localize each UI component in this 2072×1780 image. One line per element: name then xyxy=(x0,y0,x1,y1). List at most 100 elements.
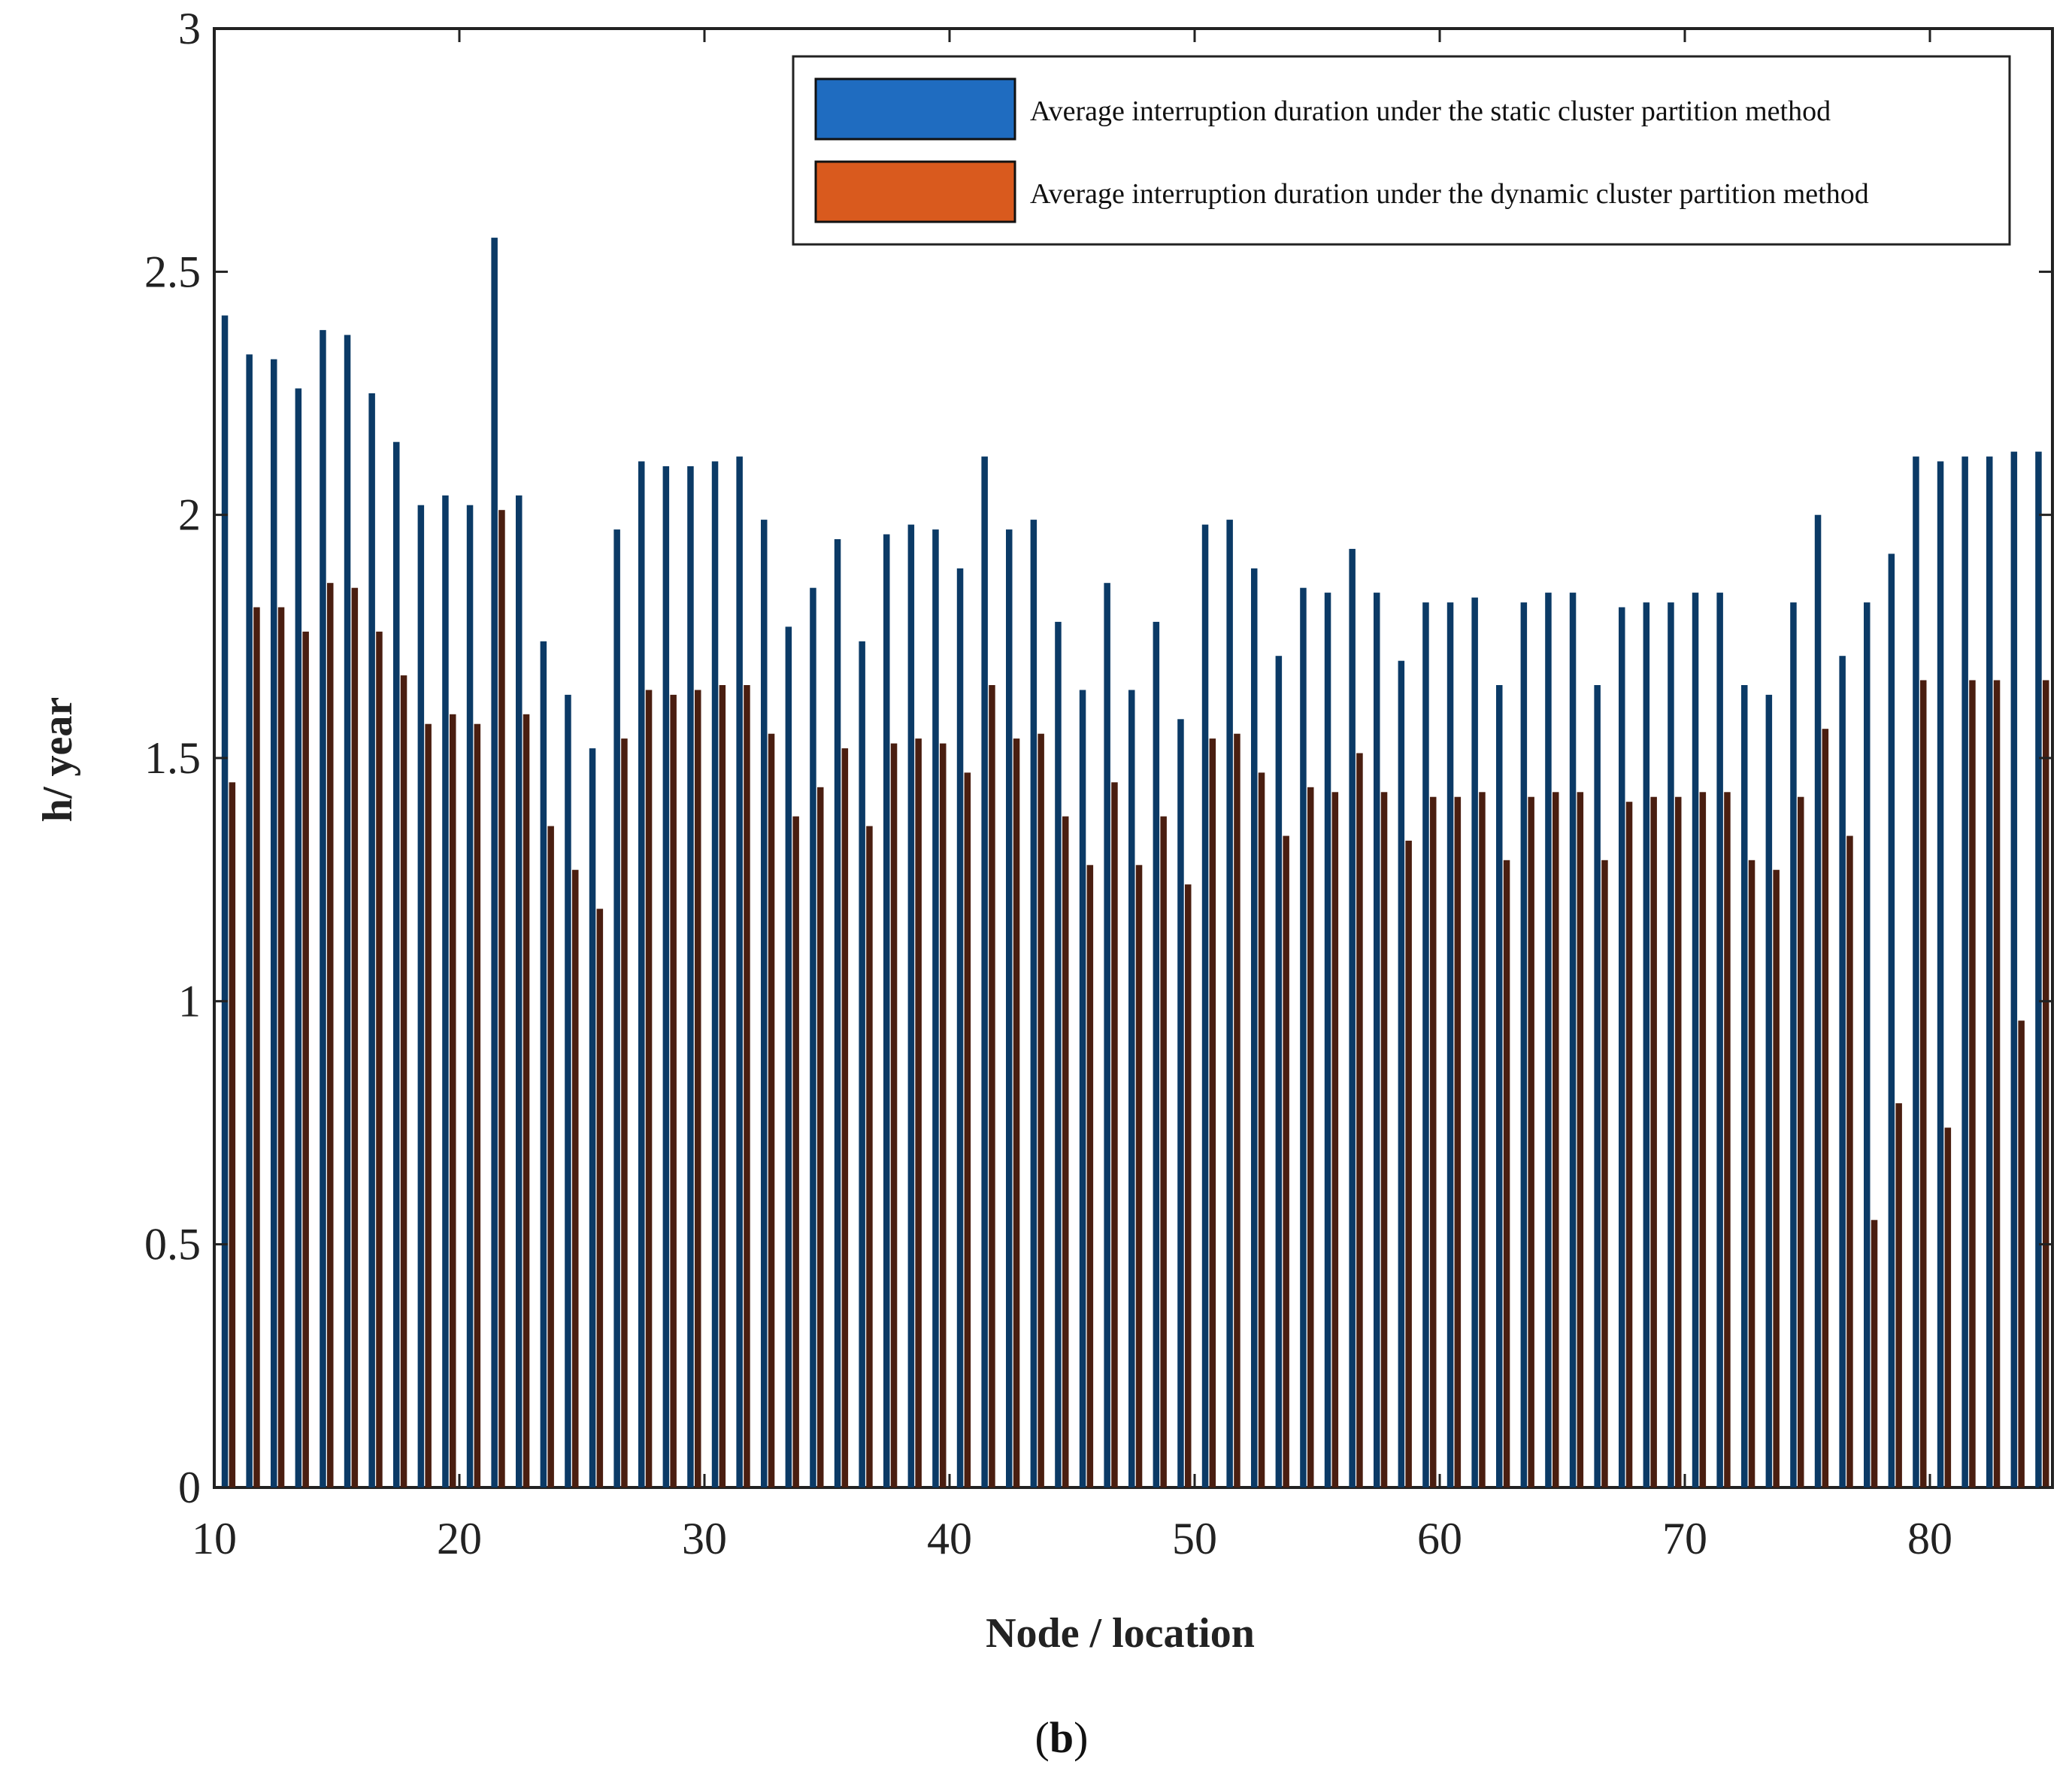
bar-dynamic-node-60 xyxy=(1430,796,1437,1487)
bar-static-node-33 xyxy=(761,520,768,1487)
bar-dynamic-node-31 xyxy=(719,685,726,1487)
y-tick-label: 0.5 xyxy=(144,1220,201,1269)
y-axis-label: h/ year xyxy=(35,697,81,822)
bar-static-node-35 xyxy=(810,587,816,1488)
bar-static-node-12 xyxy=(246,354,253,1487)
bar-static-node-20 xyxy=(442,495,449,1487)
bar-static-node-53 xyxy=(1251,568,1258,1487)
legend-swatch-static xyxy=(814,77,1016,141)
bar-static-node-42 xyxy=(981,456,988,1487)
bar-dynamic-node-20 xyxy=(450,714,456,1487)
bar-dynamic-node-18 xyxy=(400,675,407,1487)
bar-dynamic-node-17 xyxy=(376,631,383,1487)
bar-dynamic-node-64 xyxy=(1528,796,1534,1487)
bar-static-node-79 xyxy=(1888,553,1895,1487)
x-tick-label: 30 xyxy=(682,1514,727,1563)
bar-dynamic-node-72 xyxy=(1724,792,1731,1487)
y-tick-label: 0 xyxy=(178,1463,201,1512)
x-axis-label: Node / location xyxy=(986,1610,1255,1657)
bar-dynamic-node-44 xyxy=(1038,733,1044,1487)
bar-dynamic-node-26 xyxy=(596,908,604,1487)
bar-static-node-43 xyxy=(1006,529,1013,1487)
bar-static-node-18 xyxy=(393,441,400,1488)
bar-static-node-19 xyxy=(417,505,425,1488)
bar-dynamic-node-85 xyxy=(2043,680,2049,1487)
bar-static-node-77 xyxy=(1839,656,1846,1488)
bar-dynamic-node-25 xyxy=(572,869,579,1487)
x-tick-label: 70 xyxy=(1662,1514,1707,1563)
bar-dynamic-node-28 xyxy=(645,690,653,1487)
bar-static-node-68 xyxy=(1619,607,1625,1487)
bar-static-node-41 xyxy=(956,568,964,1487)
bar-dynamic-node-16 xyxy=(351,587,359,1488)
bar-static-node-84 xyxy=(2010,451,2018,1487)
bar-static-node-57 xyxy=(1349,548,1356,1487)
bar-static-node-66 xyxy=(1569,593,1577,1487)
bar-static-node-56 xyxy=(1324,593,1331,1487)
bar-dynamic-node-45 xyxy=(1062,816,1069,1487)
bar-static-node-36 xyxy=(834,539,841,1487)
bar-dynamic-node-75 xyxy=(1798,796,1804,1487)
bar-dynamic-node-76 xyxy=(1822,729,1829,1487)
bar-static-node-71 xyxy=(1692,593,1699,1487)
bar-dynamic-node-13 xyxy=(277,607,285,1487)
bar-dynamic-node-66 xyxy=(1577,792,1584,1487)
bar-dynamic-node-24 xyxy=(547,826,554,1487)
bar-dynamic-node-80 xyxy=(1920,680,1927,1487)
bars-group xyxy=(221,238,2049,1488)
bar-static-node-73 xyxy=(1741,685,1748,1487)
x-tick-label: 50 xyxy=(1172,1514,1217,1563)
bar-dynamic-node-73 xyxy=(1748,860,1755,1487)
bar-dynamic-node-57 xyxy=(1356,753,1363,1487)
bar-dynamic-node-67 xyxy=(1601,860,1608,1487)
bar-dynamic-node-27 xyxy=(621,738,628,1487)
bar-dynamic-node-39 xyxy=(915,738,922,1487)
bar-static-node-74 xyxy=(1765,694,1773,1487)
caption-letter: b xyxy=(1050,1713,1074,1762)
y-tick-label: 3 xyxy=(178,4,201,53)
bar-dynamic-node-58 xyxy=(1380,792,1388,1487)
x-tick-label: 60 xyxy=(1417,1514,1462,1563)
bar-static-node-75 xyxy=(1790,602,1797,1487)
figure-caption: (b) xyxy=(1035,1713,1089,1762)
y-axis: 0 0.5 1 1.5 2 2.5 3 xyxy=(144,4,2052,1512)
x-tick-label: 80 xyxy=(1907,1514,1952,1563)
bar-static-node-76 xyxy=(1814,514,1822,1488)
bar-static-node-44 xyxy=(1030,520,1038,1487)
bar-static-node-13 xyxy=(271,359,277,1488)
bar-dynamic-node-38 xyxy=(890,743,898,1487)
bar-dynamic-node-56 xyxy=(1331,792,1339,1487)
bar-dynamic-node-30 xyxy=(695,690,701,1487)
bar-static-node-69 xyxy=(1643,602,1650,1487)
bar-dynamic-node-50 xyxy=(1185,884,1192,1487)
bar-static-node-16 xyxy=(344,335,351,1487)
bar-static-node-31 xyxy=(711,461,719,1487)
bar-static-node-17 xyxy=(368,393,375,1487)
bar-static-node-70 xyxy=(1668,602,1674,1487)
bar-static-node-38 xyxy=(883,534,890,1487)
bar-dynamic-node-71 xyxy=(1699,792,1707,1487)
bar-dynamic-node-63 xyxy=(1503,860,1510,1487)
bar-dynamic-node-34 xyxy=(792,816,799,1487)
bar-dynamic-node-53 xyxy=(1258,772,1265,1487)
bar-static-node-59 xyxy=(1398,660,1405,1488)
bar-static-node-11 xyxy=(221,315,229,1487)
legend-swatch-dynamic xyxy=(814,160,1016,223)
bar-dynamic-node-41 xyxy=(964,772,971,1487)
x-tick-label: 40 xyxy=(927,1514,972,1563)
bar-dynamic-node-49 xyxy=(1160,816,1167,1487)
bar-static-node-78 xyxy=(1864,602,1871,1487)
bar-dynamic-node-23 xyxy=(523,714,530,1487)
y-tick-label: 1.5 xyxy=(144,733,201,783)
legend-label-static: Average interruption duration under the … xyxy=(1030,96,1831,127)
bar-static-node-67 xyxy=(1594,685,1601,1487)
bar-static-node-27 xyxy=(613,529,620,1487)
bar-static-node-81 xyxy=(1937,461,1944,1487)
bar-dynamic-node-32 xyxy=(744,685,750,1487)
bar-dynamic-node-77 xyxy=(1846,835,1853,1487)
bar-static-node-52 xyxy=(1226,520,1233,1487)
bar-dynamic-node-82 xyxy=(1969,680,1976,1487)
bar-dynamic-node-52 xyxy=(1234,733,1240,1487)
bar-static-node-48 xyxy=(1128,690,1135,1487)
bar-dynamic-node-43 xyxy=(1013,738,1020,1487)
